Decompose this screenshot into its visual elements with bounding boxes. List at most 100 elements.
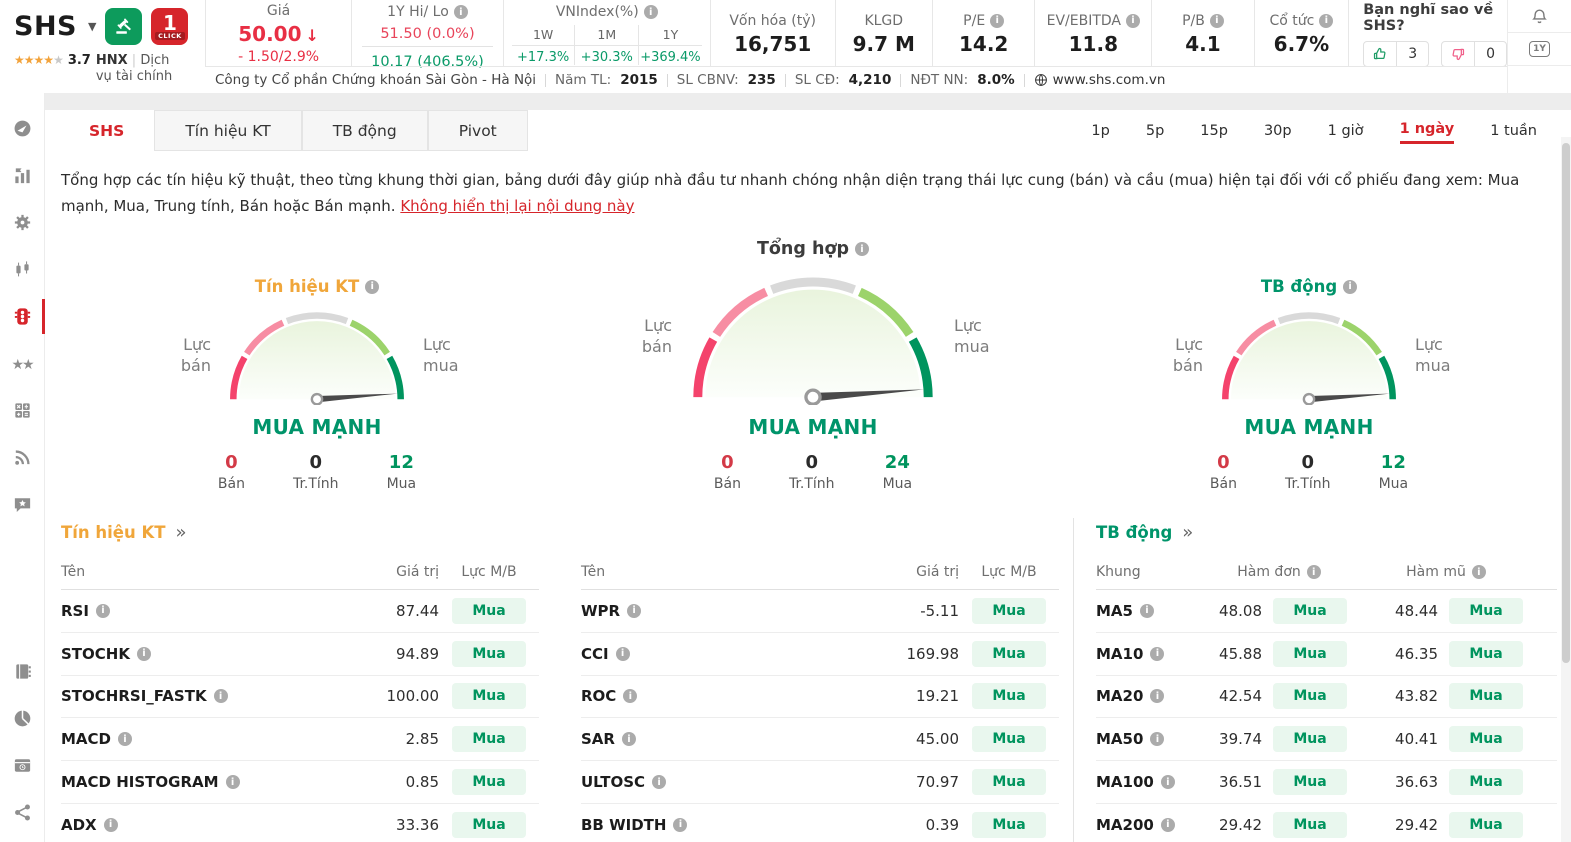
info-icon[interactable] (621, 732, 636, 747)
main-content: SHS Tín hiệu KT TB động Pivot 1p 5p 15p … (45, 93, 1571, 842)
info-icon[interactable] (95, 603, 110, 618)
expand-icon[interactable] (176, 522, 187, 543)
info-icon[interactable] (1319, 13, 1334, 28)
signal-badge[interactable]: Mua (972, 640, 1046, 667)
gauge-title: Tổng hợp (756, 239, 850, 259)
signal-badge[interactable]: Mua (972, 769, 1046, 796)
signal-badge[interactable]: Mua (1273, 726, 1347, 753)
sidebar-item-ratings[interactable] (0, 340, 45, 387)
sector-label[interactable]: Dịch vụ tài chính (95, 53, 173, 85)
sidebar-item-dashboard[interactable] (0, 105, 45, 152)
signal-badge[interactable]: Mua (1273, 683, 1347, 710)
sidebar-item-assets[interactable] (0, 742, 45, 789)
info-icon[interactable] (1160, 817, 1175, 832)
sidebar-item-finance[interactable] (0, 199, 45, 246)
signal-badge[interactable]: Mua (1449, 597, 1523, 624)
ticker-symbol[interactable]: SHS (14, 11, 77, 42)
chevron-down-icon[interactable]: ▼ (88, 20, 97, 33)
info-icon[interactable] (1209, 13, 1224, 28)
signal-badge[interactable]: Mua (972, 726, 1046, 753)
notifications-button[interactable] (1508, 0, 1571, 33)
signal-badge[interactable]: Mua (972, 597, 1046, 624)
calculator-icon (14, 403, 30, 418)
info-icon[interactable] (1150, 732, 1165, 747)
sidebar-item-chart[interactable] (0, 246, 45, 293)
signal-badge[interactable]: Mua (972, 811, 1046, 838)
info-icon[interactable] (103, 817, 118, 832)
info-icon[interactable] (623, 689, 638, 704)
sidebar-item-feed[interactable] (0, 434, 45, 481)
signal-badge[interactable]: Mua (452, 640, 526, 667)
signal-badge[interactable]: Mua (1273, 597, 1347, 624)
signal-badge[interactable]: Mua (1449, 640, 1523, 667)
signal-badge[interactable]: Mua (452, 769, 526, 796)
signal-badge[interactable]: Mua (1449, 683, 1523, 710)
sidebar-item-signals[interactable] (0, 293, 45, 340)
scrollbar-thumb[interactable] (1562, 143, 1570, 663)
info-icon[interactable] (365, 279, 380, 294)
signal-badge[interactable]: Mua (1273, 811, 1347, 838)
signal-badge[interactable]: Mua (452, 683, 526, 710)
signal-badge[interactable]: Mua (452, 597, 526, 624)
info-icon[interactable] (1471, 565, 1486, 579)
info-icon[interactable] (990, 13, 1005, 28)
exchange-label[interactable]: HNX (95, 53, 128, 68)
info-icon[interactable] (1306, 565, 1321, 579)
dislike-button[interactable]: 0 (1441, 40, 1508, 67)
scrollbar[interactable] (1561, 137, 1571, 842)
sidebar-item-market[interactable] (0, 152, 45, 199)
signal-badge[interactable]: Mua (452, 726, 526, 753)
info-icon[interactable] (855, 242, 870, 256)
timeframe-15p[interactable]: 15p (1200, 122, 1228, 139)
sidebar-item-portfolio[interactable] (0, 695, 45, 742)
like-button[interactable]: 3 (1363, 40, 1430, 67)
hide-content-link[interactable]: Không hiển thị lại nội dung này (400, 196, 635, 215)
timeframe-30p[interactable]: 30p (1263, 122, 1292, 139)
timeframe-1d[interactable]: 1 ngày (1399, 117, 1455, 144)
info-icon[interactable] (1139, 603, 1154, 618)
tab-shs[interactable]: SHS (59, 110, 155, 151)
signal-badge[interactable]: Mua (1273, 769, 1347, 796)
auction-gavel-icon[interactable] (105, 8, 143, 45)
timeframe-1h[interactable]: 1 giờ (1327, 122, 1364, 139)
info-icon[interactable] (1150, 646, 1165, 661)
signal-badge[interactable]: Mua (972, 683, 1046, 710)
info-icon[interactable] (118, 732, 132, 747)
company-website-link[interactable]: www.shs.com.vn (1034, 72, 1165, 88)
year-view-button[interactable]: 1Y (1508, 33, 1571, 66)
info-icon[interactable] (1150, 689, 1165, 704)
vnindex-value: +30.3% (580, 50, 633, 65)
info-icon[interactable] (453, 5, 468, 19)
marketcap-label: Vốn hóa (tỷ) (729, 12, 816, 29)
info-icon[interactable] (673, 817, 688, 832)
info-icon[interactable] (1126, 13, 1141, 28)
click-logo-icon[interactable]: 1 CLICK (151, 8, 189, 45)
sidebar-item-calculator[interactable] (0, 387, 45, 434)
tab-tb-dong[interactable]: TB động (301, 110, 428, 151)
signal-badge[interactable]: Mua (1449, 811, 1523, 838)
expand-icon[interactable] (1182, 522, 1193, 543)
sidebar-item-journal[interactable] (0, 648, 45, 695)
info-icon[interactable] (1343, 279, 1358, 294)
info-icon[interactable] (136, 646, 151, 661)
signal-badge[interactable]: Mua (1449, 726, 1523, 753)
info-icon[interactable] (652, 775, 667, 790)
info-icon[interactable] (213, 689, 228, 704)
signal-badge[interactable]: Mua (1449, 769, 1523, 796)
sidebar-item-share[interactable] (0, 789, 45, 836)
tab-tin-hieu-kt[interactable]: Tín hiệu KT (154, 110, 302, 151)
signal-badge[interactable]: Mua (452, 811, 526, 838)
timeframe-1p[interactable]: 1p (1091, 122, 1110, 139)
signal-badge[interactable]: Mua (1273, 640, 1347, 667)
info-icon[interactable] (1160, 775, 1175, 790)
timeframe-1w[interactable]: 1 tuần (1490, 122, 1537, 139)
sidebar-item-reviews[interactable] (0, 481, 45, 528)
info-icon[interactable] (615, 646, 630, 661)
info-icon[interactable] (627, 603, 642, 618)
tab-pivot[interactable]: Pivot (427, 110, 528, 151)
info-icon[interactable] (225, 775, 240, 790)
info-icon[interactable] (643, 5, 658, 19)
timeframe-5p[interactable]: 5p (1145, 122, 1165, 139)
